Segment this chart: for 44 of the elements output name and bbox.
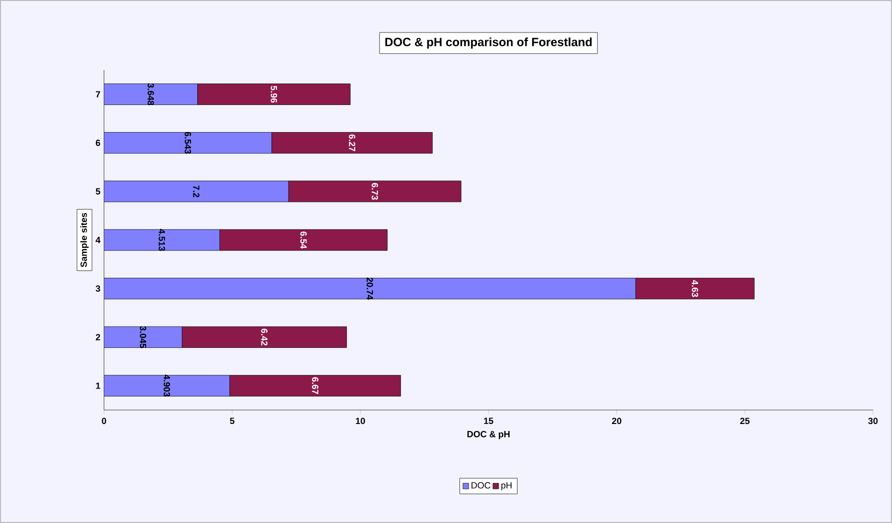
- y-tick-label: 3: [96, 285, 100, 292]
- chart-title: DOC & pH comparison of Forestland: [385, 37, 592, 49]
- y-tick-label: 6: [96, 140, 100, 146]
- data-label: 7.2: [193, 186, 200, 198]
- data-label: 3.045: [140, 326, 146, 348]
- y-tick-label: 2: [96, 334, 100, 340]
- y-tick-label: 1: [96, 382, 100, 389]
- bar: [219, 229, 388, 251]
- data-label: 4.63: [692, 280, 698, 297]
- x-tick-label: 30: [868, 418, 878, 424]
- data-label: 4.513: [158, 228, 166, 251]
- data-label: 5.96: [270, 86, 278, 103]
- x-tick-label: 5: [230, 418, 234, 424]
- bar: [104, 278, 636, 300]
- bar: [104, 229, 220, 251]
- data-label: 6.67: [312, 377, 318, 394]
- y-axis-title: Sample sites: [80, 212, 89, 268]
- bar: [104, 180, 289, 202]
- bar: [288, 180, 462, 202]
- legend-label: pH: [501, 482, 512, 490]
- bar: [104, 84, 198, 105]
- data-label: 4.903: [164, 374, 170, 397]
- bar: [272, 132, 433, 154]
- legend-label: DOC: [472, 482, 490, 489]
- bar: [104, 132, 272, 154]
- data-label: 6.42: [261, 328, 268, 346]
- x-tick-label: 10: [356, 418, 365, 424]
- x-axis-title: DOC & pH: [467, 430, 510, 440]
- x-tick-label: 0: [102, 418, 106, 424]
- data-label: 6.54: [300, 232, 307, 249]
- data-label: 6.543: [184, 132, 192, 154]
- x-tick-label: 15: [484, 418, 494, 424]
- x-tick-label: 20: [612, 418, 622, 424]
- y-tick-label: 5: [96, 188, 100, 195]
- data-label: 20.74: [366, 278, 374, 300]
- data-label: 3.648: [148, 83, 154, 106]
- data-label: 6.27: [348, 134, 356, 152]
- bar: [104, 326, 182, 348]
- data-label: 6.73: [372, 183, 378, 200]
- bar: [182, 326, 347, 348]
- y-tick-label: 4: [96, 236, 100, 244]
- x-tick-label: 25: [740, 418, 750, 424]
- y-tick-label: 7: [96, 91, 100, 98]
- bar: [104, 375, 230, 396]
